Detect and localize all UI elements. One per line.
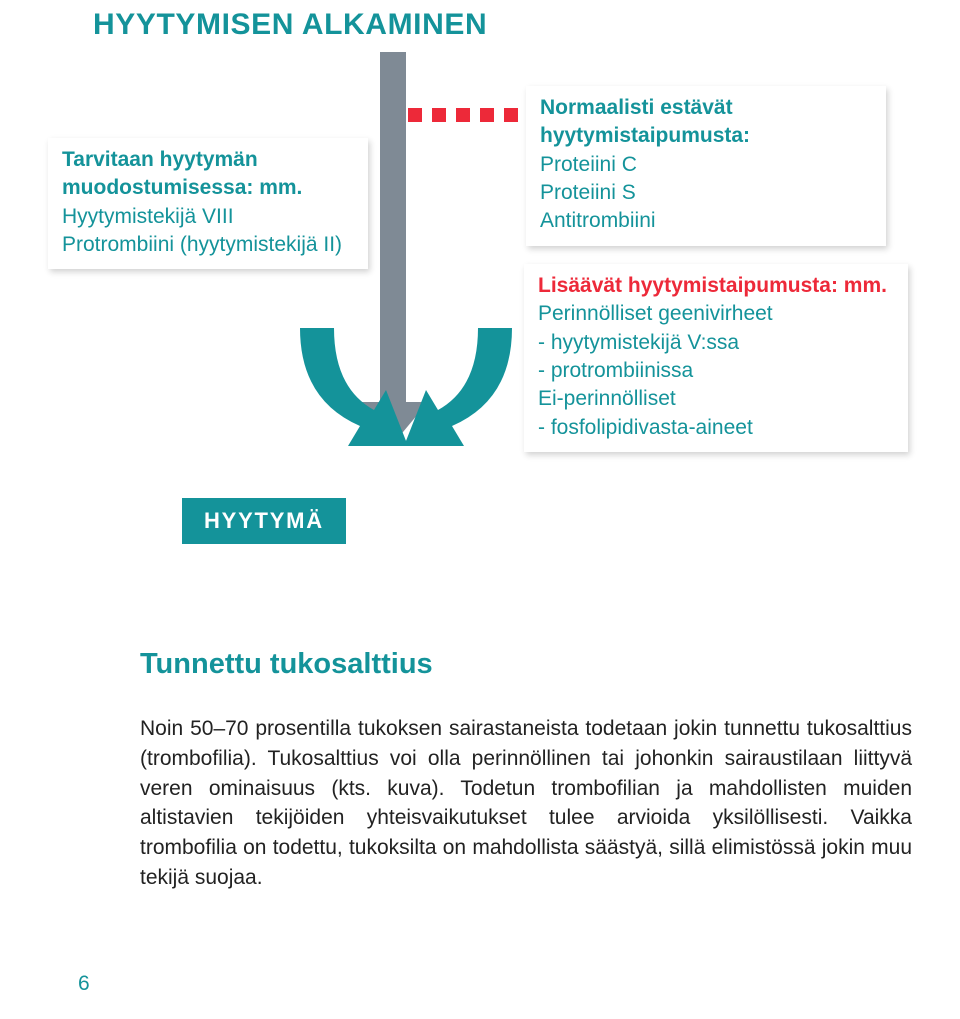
box-increase-tendency: Lisäävät hyytymistaipumusta: mm. Perinnö… bbox=[524, 264, 908, 452]
box-head: Lisäävät hyytymistaipumusta: mm. bbox=[538, 272, 894, 300]
box-head: Normaalisti estäväthyytymistaipumusta: bbox=[540, 94, 872, 151]
dashed-connector bbox=[408, 106, 528, 124]
box-body: Proteiini CProteiini SAntitrombiini bbox=[540, 151, 872, 236]
box-normally-inhibit: Normaalisti estäväthyytymistaipumusta: P… bbox=[526, 86, 886, 246]
box-required-for-clot: Tarvitaan hyytymänmuodostumisessa: mm. H… bbox=[48, 138, 368, 269]
box-body: Hyytymistekijä VIIIProtrombiini (hyytymi… bbox=[62, 203, 354, 260]
box-body: Perinnölliset geenivirheet- hyytymisteki… bbox=[538, 300, 894, 442]
teal-arrow-left-icon bbox=[300, 328, 410, 458]
hyytyma-label: HYYTYMÄ bbox=[182, 498, 346, 544]
box-head: Tarvitaan hyytymänmuodostumisessa: mm. bbox=[62, 146, 354, 203]
teal-arrow-right-icon bbox=[402, 328, 512, 458]
page-title: HYYTYMISEN ALKAMINEN bbox=[93, 8, 487, 42]
section-title: Tunnettu tukosalttius bbox=[140, 648, 433, 681]
section-body: Noin 50–70 prosentilla tukoksen sairasta… bbox=[140, 714, 912, 893]
page-number: 6 bbox=[78, 972, 90, 996]
